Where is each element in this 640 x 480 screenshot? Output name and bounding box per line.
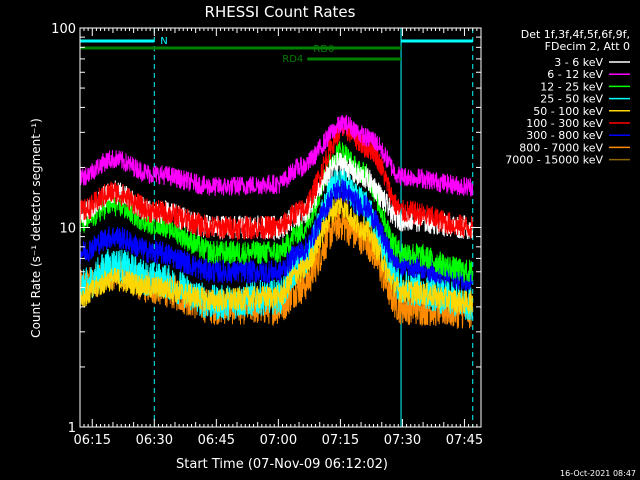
legend-header-line-2: FDecim 2, Att 0	[545, 40, 630, 53]
x-tick-label: 06:45	[198, 433, 235, 448]
series-line-4	[79, 197, 474, 315]
night-label: N	[160, 36, 167, 47]
legend-entry-label: 50 - 100 keV	[533, 105, 603, 118]
series-line-6	[79, 178, 474, 291]
render-timestamp: 16-Oct-2021 08:47	[560, 469, 636, 478]
x-tick-label: 07:00	[260, 433, 297, 448]
legend-entry-label: 300 - 800 keV	[526, 129, 603, 142]
chart-title: RHESSI Count Rates	[205, 3, 356, 21]
legend-entry-label: 800 - 7000 keV	[519, 141, 603, 154]
y-tick-label: 10	[59, 222, 76, 237]
legend-entry-label: 100 - 300 keV	[526, 117, 603, 130]
x-axis-label: Start Time (07-Nov-09 06:12:02)	[176, 457, 388, 472]
y-axis-label: Count Rate (s⁻¹ detector segment⁻¹)	[29, 118, 43, 338]
series-line-1	[79, 114, 474, 197]
x-tick-label: 07:30	[384, 433, 421, 448]
legend-entry-label: 25 - 50 keV	[540, 93, 603, 106]
legend-entry-label: 7000 - 15000 keV	[505, 154, 603, 167]
y-tick-label: 100	[51, 22, 76, 37]
x-tick-label: 07:15	[322, 433, 359, 448]
rd4-label: RD4	[282, 54, 303, 65]
axes-layer: 06:15 06:30 06:45 07:00 07:15 07:30 07:45 1 10 10…	[51, 22, 483, 448]
legend-entry-label: 6 - 12 keV	[547, 68, 603, 81]
series-layer	[79, 114, 474, 329]
x-tick-label: 07:45	[446, 433, 483, 448]
y-tick-label: 1	[68, 421, 76, 436]
legend-header-line-1: Det 1f,3f,4f,5f,6f,9f,	[521, 28, 630, 41]
x-tick-label: 06:15	[74, 433, 111, 448]
series-line-5	[79, 117, 474, 242]
legend-entry-label: 12 - 25 keV	[540, 80, 603, 93]
legend-entry-label: 3 - 6 keV	[554, 56, 603, 69]
x-tick-label: 06:30	[136, 433, 173, 448]
rd0-label: RD0	[313, 44, 334, 55]
